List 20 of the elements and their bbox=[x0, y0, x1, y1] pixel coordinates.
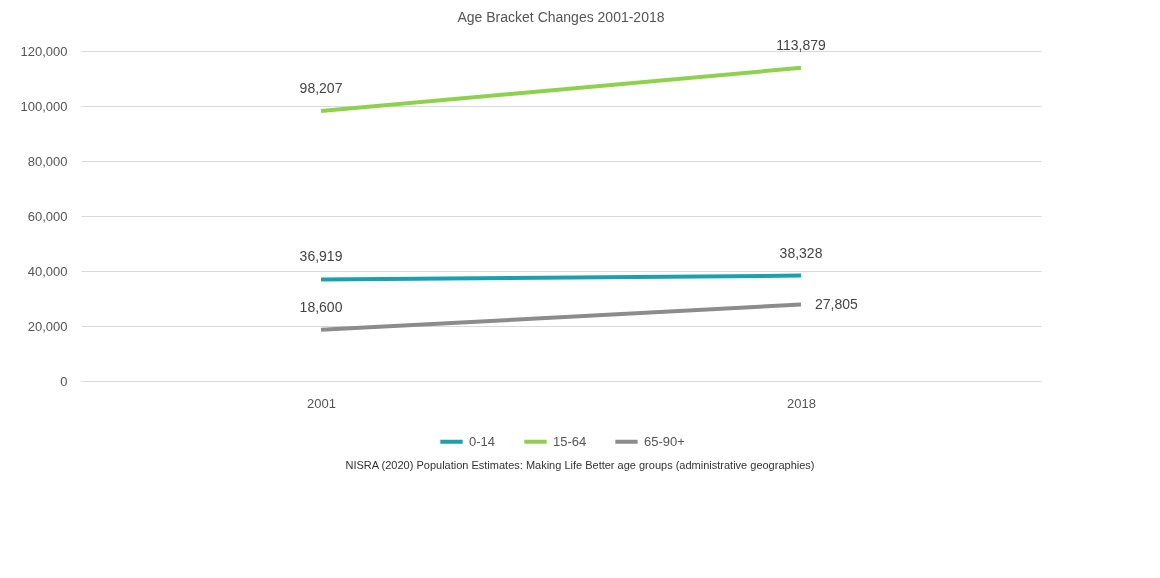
data-label: 38,328 bbox=[779, 244, 823, 261]
y-tick-label: 80,000 bbox=[27, 153, 68, 169]
y-tick-label: 120,000 bbox=[20, 43, 68, 59]
legend-label: 0-14 bbox=[469, 433, 496, 449]
x-tick-label: 2018 bbox=[787, 395, 816, 411]
x-tick-label: 2001 bbox=[307, 395, 336, 411]
y-tick-label: 20,000 bbox=[27, 318, 68, 334]
data-label: 98,207 bbox=[299, 79, 343, 96]
data-label: 36,919 bbox=[299, 248, 343, 265]
y-tick-label: 60,000 bbox=[27, 208, 68, 224]
text: NISRA (2020) Population Estimates: Making Life Better age groups (administrative geographies) bbox=[344, 459, 816, 471]
data-label: 113,879 bbox=[776, 36, 826, 53]
y-tick-label: 40,000 bbox=[27, 263, 68, 279]
data-label: 27,805 bbox=[815, 295, 859, 312]
y-tick-label: 0 bbox=[60, 373, 68, 389]
data-label: 18,600 bbox=[299, 298, 343, 315]
legend-label: 15-64 bbox=[553, 433, 587, 449]
legend-label: 65-90+ bbox=[644, 433, 685, 449]
chart-title: Age Bracket Changes 2001-2018 bbox=[457, 8, 665, 25]
y-tick-label: 100,000 bbox=[20, 98, 68, 114]
